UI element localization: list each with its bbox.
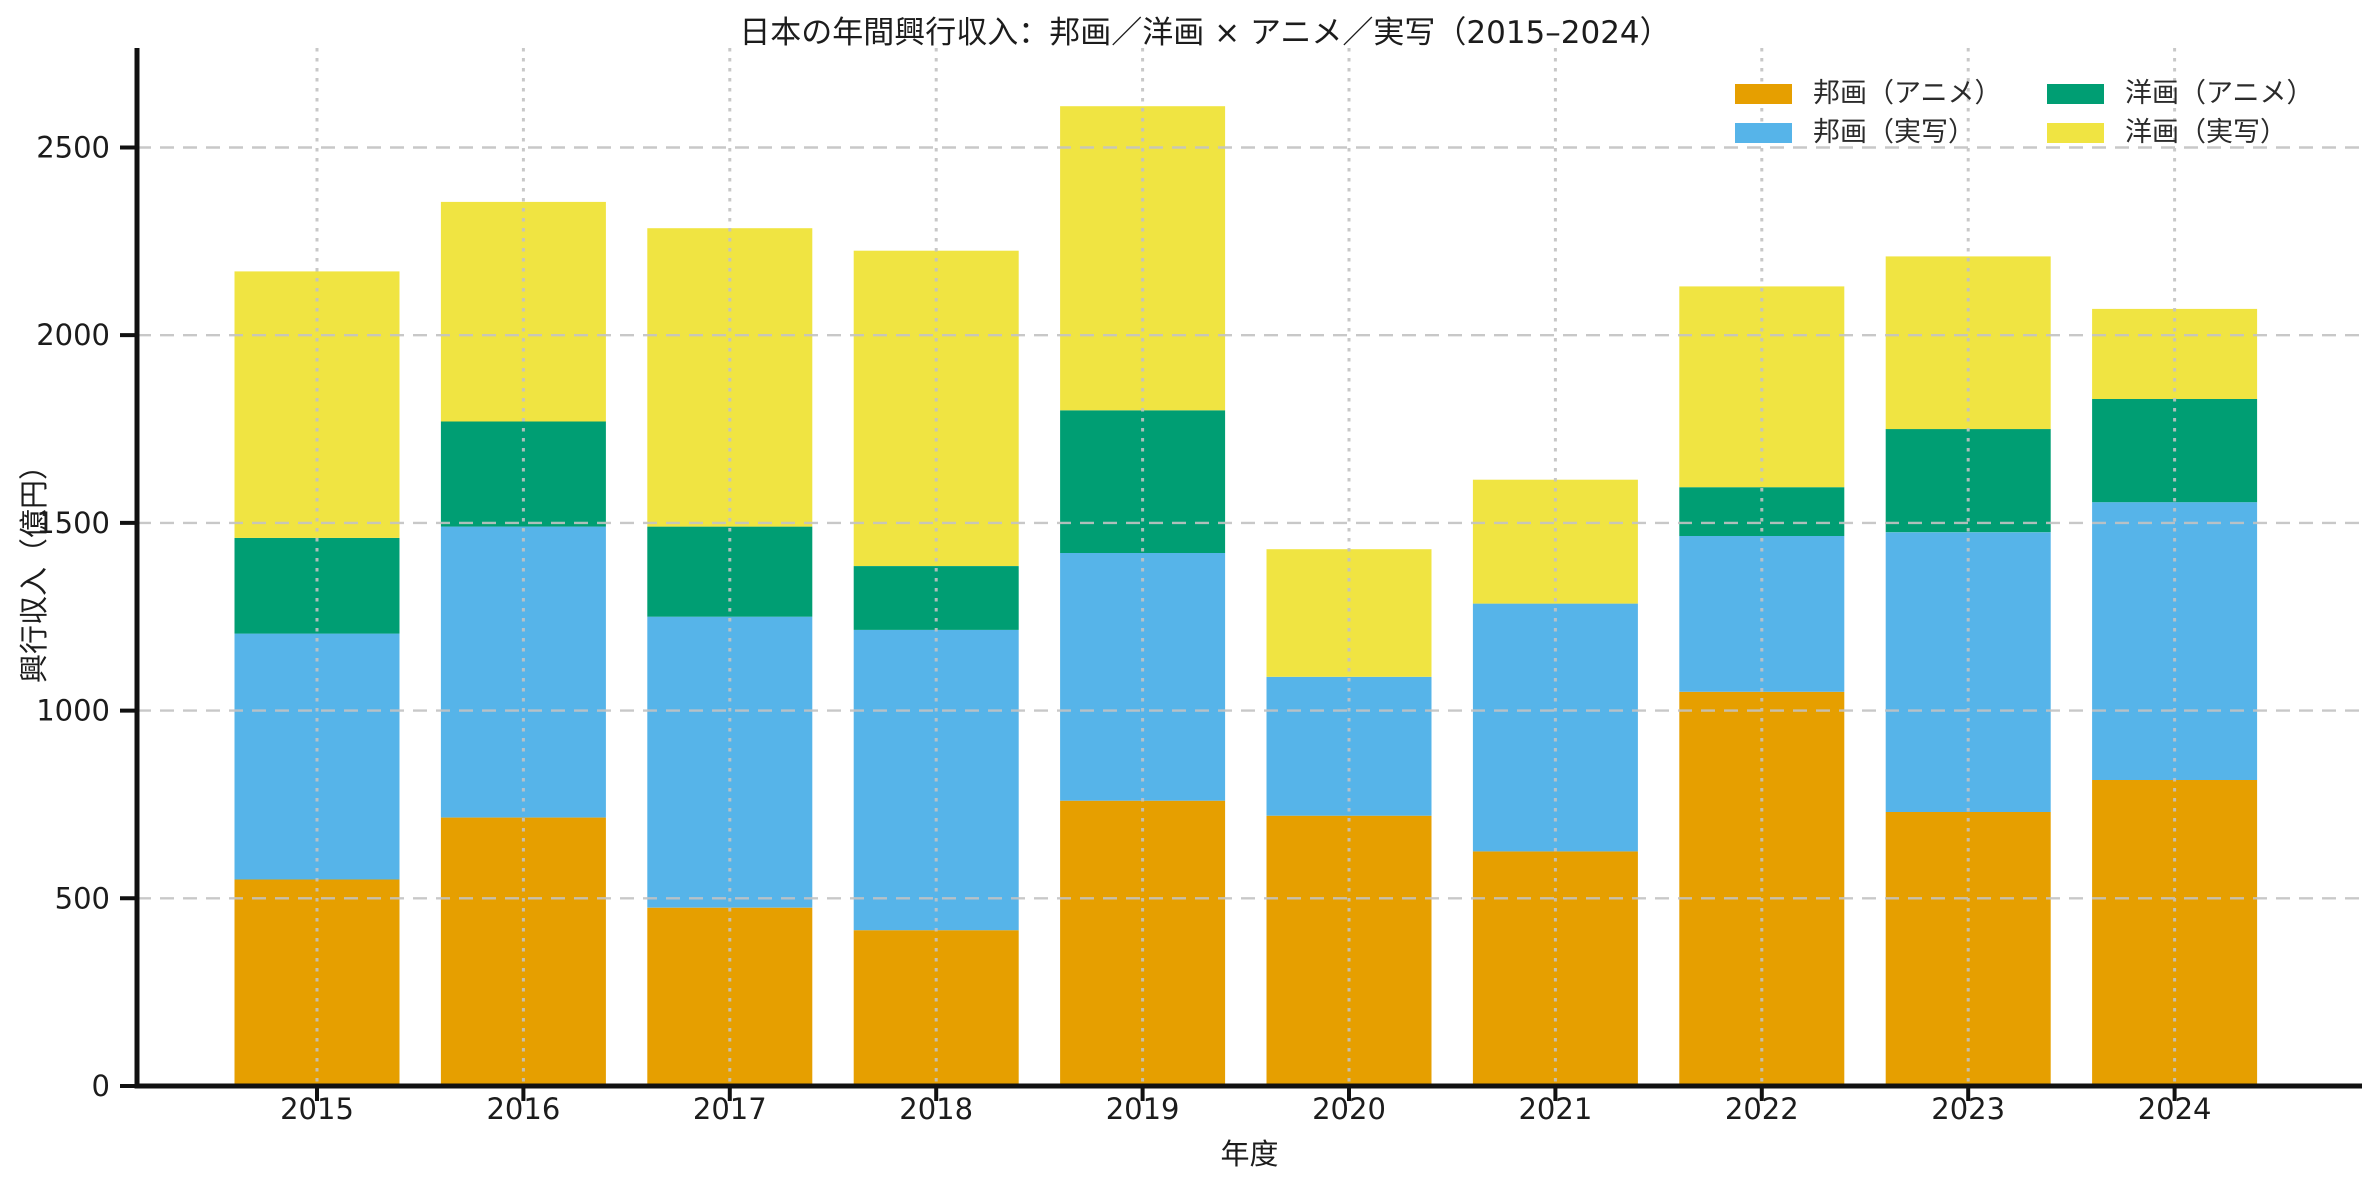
bar-2017: [647, 228, 813, 1086]
axes: [134, 48, 2362, 1089]
gridlines: [137, 48, 2362, 1086]
bar-segment-2023-s3: [1885, 256, 2051, 430]
bar-segment-2017-s3: [647, 228, 813, 527]
x-tick-label-2018: 2018: [899, 1092, 973, 1126]
x-tick-label-2015: 2015: [280, 1092, 354, 1126]
bar-segment-2022-s2: [1679, 487, 1845, 536]
y-axis-label: 興行収入（億円）: [17, 450, 51, 684]
bar-2019: [1060, 106, 1226, 1086]
bars-group: [234, 106, 2258, 1086]
x-tick-label-2023: 2023: [1931, 1092, 2005, 1126]
x-tick-label-2016: 2016: [486, 1092, 560, 1126]
bar-segment-2020-s1: [1266, 676, 1432, 816]
bar-segment-2017-s2: [647, 526, 813, 617]
y-ticks: 0 500 1000 1500 2000 2500: [36, 130, 137, 1103]
legend: 邦画（アニメ） 邦画（実写） 洋画（アニメ） 洋画（実写）: [1735, 78, 2313, 148]
bar-segment-2022-s1: [1679, 536, 1845, 692]
y-tick-label-1000: 1000: [36, 694, 110, 728]
legend-swatch-3: [2047, 123, 2104, 143]
x-tick-label-2020: 2020: [1312, 1092, 1386, 1126]
x-axis-label: 年度: [1220, 1137, 1279, 1171]
y-tick-label-2500: 2500: [36, 130, 110, 164]
x-tick-label-2019: 2019: [1106, 1092, 1180, 1126]
bar-segment-2019-s2: [1060, 410, 1226, 553]
bar-segment-2015-s2: [234, 537, 400, 634]
bar-2015: [234, 271, 400, 1086]
x-tick-label-2022: 2022: [1725, 1092, 1799, 1126]
legend-swatch-1: [1735, 123, 1792, 143]
bar-segment-2016-s0: [440, 817, 606, 1086]
bar-segment-2015-s0: [234, 879, 400, 1086]
y-tick-label-2000: 2000: [36, 318, 110, 352]
bar-2022: [1679, 286, 1845, 1086]
legend-label-2: 洋画（アニメ）: [2125, 78, 2313, 109]
bar-segment-2022-s3: [1679, 286, 1845, 488]
legend-swatch-0: [1735, 84, 1792, 104]
bar-segment-2017-s0: [647, 907, 813, 1086]
x-ticks: 2015 2016 2017 2018 2019 2020 2021 2022 2023 2024: [280, 1086, 2212, 1126]
x-tick-label-2021: 2021: [1518, 1092, 1592, 1126]
y-tick-label-0: 0: [92, 1069, 110, 1103]
x-tick-label-2024: 2024: [2138, 1092, 2212, 1126]
chart-title: 日本の年間興行収入：邦画／洋画 × アニメ／実写（2015–2024）: [739, 15, 1671, 51]
legend-label-3: 洋画（実写）: [2125, 117, 2287, 148]
legend-swatch-2: [2047, 84, 2104, 104]
bar-segment-2024-s3: [2092, 308, 2258, 399]
legend-label-0: 邦画（アニメ）: [1813, 78, 2001, 109]
x-tick-label-2017: 2017: [693, 1092, 767, 1126]
bar-segment-2019-s0: [1060, 800, 1226, 1086]
y-tick-label-500: 500: [55, 881, 110, 915]
y-tick-label-1500: 1500: [36, 506, 110, 540]
legend-label-1: 邦画（実写）: [1813, 117, 1975, 148]
bar-segment-2015-s3: [234, 271, 400, 538]
